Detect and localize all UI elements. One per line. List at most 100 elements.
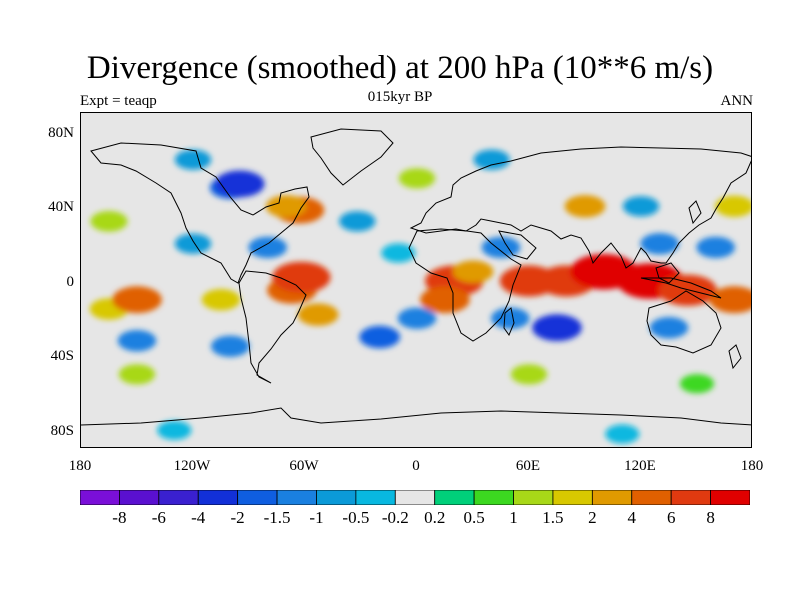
colorbar-swatch [355, 490, 396, 505]
divergence-cell [265, 195, 307, 218]
colorbar-swatch [237, 490, 278, 505]
colorbar-label: 0.5 [463, 508, 485, 527]
lat-tick-label: 80N [48, 125, 74, 141]
colorbar-label: 6 [666, 508, 676, 527]
divergence-cell [605, 424, 640, 444]
colorbar-swatch [394, 490, 436, 505]
divergence-cell [452, 260, 494, 283]
divergence-cell [112, 286, 162, 314]
colorbar-label: 8 [706, 508, 715, 527]
divergence-cell [381, 243, 416, 263]
divergence-cell [118, 364, 156, 385]
coastline-greenland [310, 128, 394, 186]
lat-tick-label: 40S [50, 348, 74, 364]
colorbar-swatch [276, 490, 317, 505]
colorbar-swatch [434, 490, 475, 505]
divergence-cell [709, 286, 751, 314]
lon-tick-label: 120E [624, 458, 656, 474]
lon-tick-label: 180 [68, 458, 92, 474]
colorbar-label: -2 [230, 508, 245, 527]
divergence-cell [481, 236, 521, 259]
divergence-cell [214, 170, 265, 198]
divergence-cell [90, 211, 128, 232]
colorbar-swatch [552, 490, 593, 505]
divergence-cell [696, 236, 735, 259]
divergence-cell [640, 233, 679, 255]
divergence-cell [272, 261, 331, 293]
divergence-cell [420, 286, 470, 314]
divergence-map [81, 113, 751, 447]
divergence-cell [339, 211, 376, 232]
divergence-cell [248, 236, 287, 259]
colorbar-label: -0.5 [342, 508, 370, 527]
colorbar-swatch [158, 490, 199, 505]
colorbar-swatch [197, 490, 239, 505]
divergence-cell [397, 307, 437, 329]
lat-tick-label: 40N [48, 199, 74, 215]
colorbar-label: -8 [112, 508, 127, 527]
coastlines [81, 128, 751, 426]
coastline-antarctica [81, 407, 751, 426]
lat-tick-label: 0 [66, 274, 75, 290]
divergence-cell [622, 196, 660, 217]
colorbar-label: 4 [627, 508, 637, 527]
colorbar-swatch [631, 490, 672, 505]
divergence-cell [473, 149, 510, 170]
lon-tick-label: 120W [173, 458, 211, 474]
colorbar-label: 1 [509, 508, 518, 527]
coastline-madagascar [503, 307, 515, 337]
lon-tick-label: 60W [289, 458, 319, 474]
coastline-europe-asia [409, 146, 751, 269]
map-subtitle: 015kyr BP [367, 89, 433, 105]
map-panel [80, 112, 752, 448]
coastline-new-zealand [728, 344, 742, 370]
divergence-cell [157, 420, 192, 440]
lat-tick-label: 80S [50, 423, 74, 439]
colorbar [80, 490, 750, 505]
colorbar-swatch [710, 490, 750, 505]
colorbar-label: 2 [588, 508, 597, 527]
colorbar-label: -1.5 [263, 508, 291, 527]
coastline-north-america [90, 142, 310, 284]
divergence-cell [649, 317, 689, 339]
lon-tick-label: 180 [740, 458, 764, 474]
season-label: ANN [720, 93, 754, 109]
divergence-cell [201, 289, 241, 311]
coastline-africa [408, 228, 522, 342]
divergence-field [89, 149, 751, 444]
colorbar-swatch [473, 490, 514, 505]
divergence-cell [679, 374, 715, 394]
divergence-cell [510, 364, 548, 385]
divergence-cell [297, 303, 339, 326]
divergence-cell [174, 233, 212, 254]
colorbar-label: -4 [191, 508, 206, 527]
experiment-label: Expt = teaqp [80, 93, 157, 109]
divergence-cell [715, 195, 751, 217]
divergence-cell [491, 307, 530, 329]
colorbar-label: -6 [151, 508, 166, 527]
colorbar-label: 0.2 [424, 508, 446, 527]
colorbar-swatch [80, 490, 120, 505]
divergence-cell [359, 325, 401, 349]
coastline-borneo [655, 262, 680, 284]
colorbar-label: -1 [309, 508, 324, 527]
colorbar-swatch [670, 490, 711, 505]
divergence-cell [211, 335, 250, 357]
coastline-japan [688, 200, 702, 225]
colorbar-label: 1.5 [542, 508, 564, 527]
coastline-australia [646, 290, 722, 354]
divergence-cell [658, 274, 717, 306]
divergence-cell [117, 330, 157, 352]
colorbar-label: -0.2 [381, 508, 409, 527]
map-title: Divergence (smoothed) at 200 hPa (10**6 … [86, 50, 714, 86]
colorbar-swatch [316, 490, 357, 505]
coastline-arabia [498, 230, 537, 260]
divergence-cell [564, 195, 606, 218]
colorbar-swatch [119, 490, 160, 505]
lon-tick-label: 60E [515, 458, 541, 474]
divergence-cell [174, 149, 212, 170]
colorbar-swatch [513, 490, 554, 505]
lon-tick-label: 0 [412, 458, 420, 474]
divergence-cell [532, 314, 582, 342]
coastline-maritime [640, 277, 722, 299]
